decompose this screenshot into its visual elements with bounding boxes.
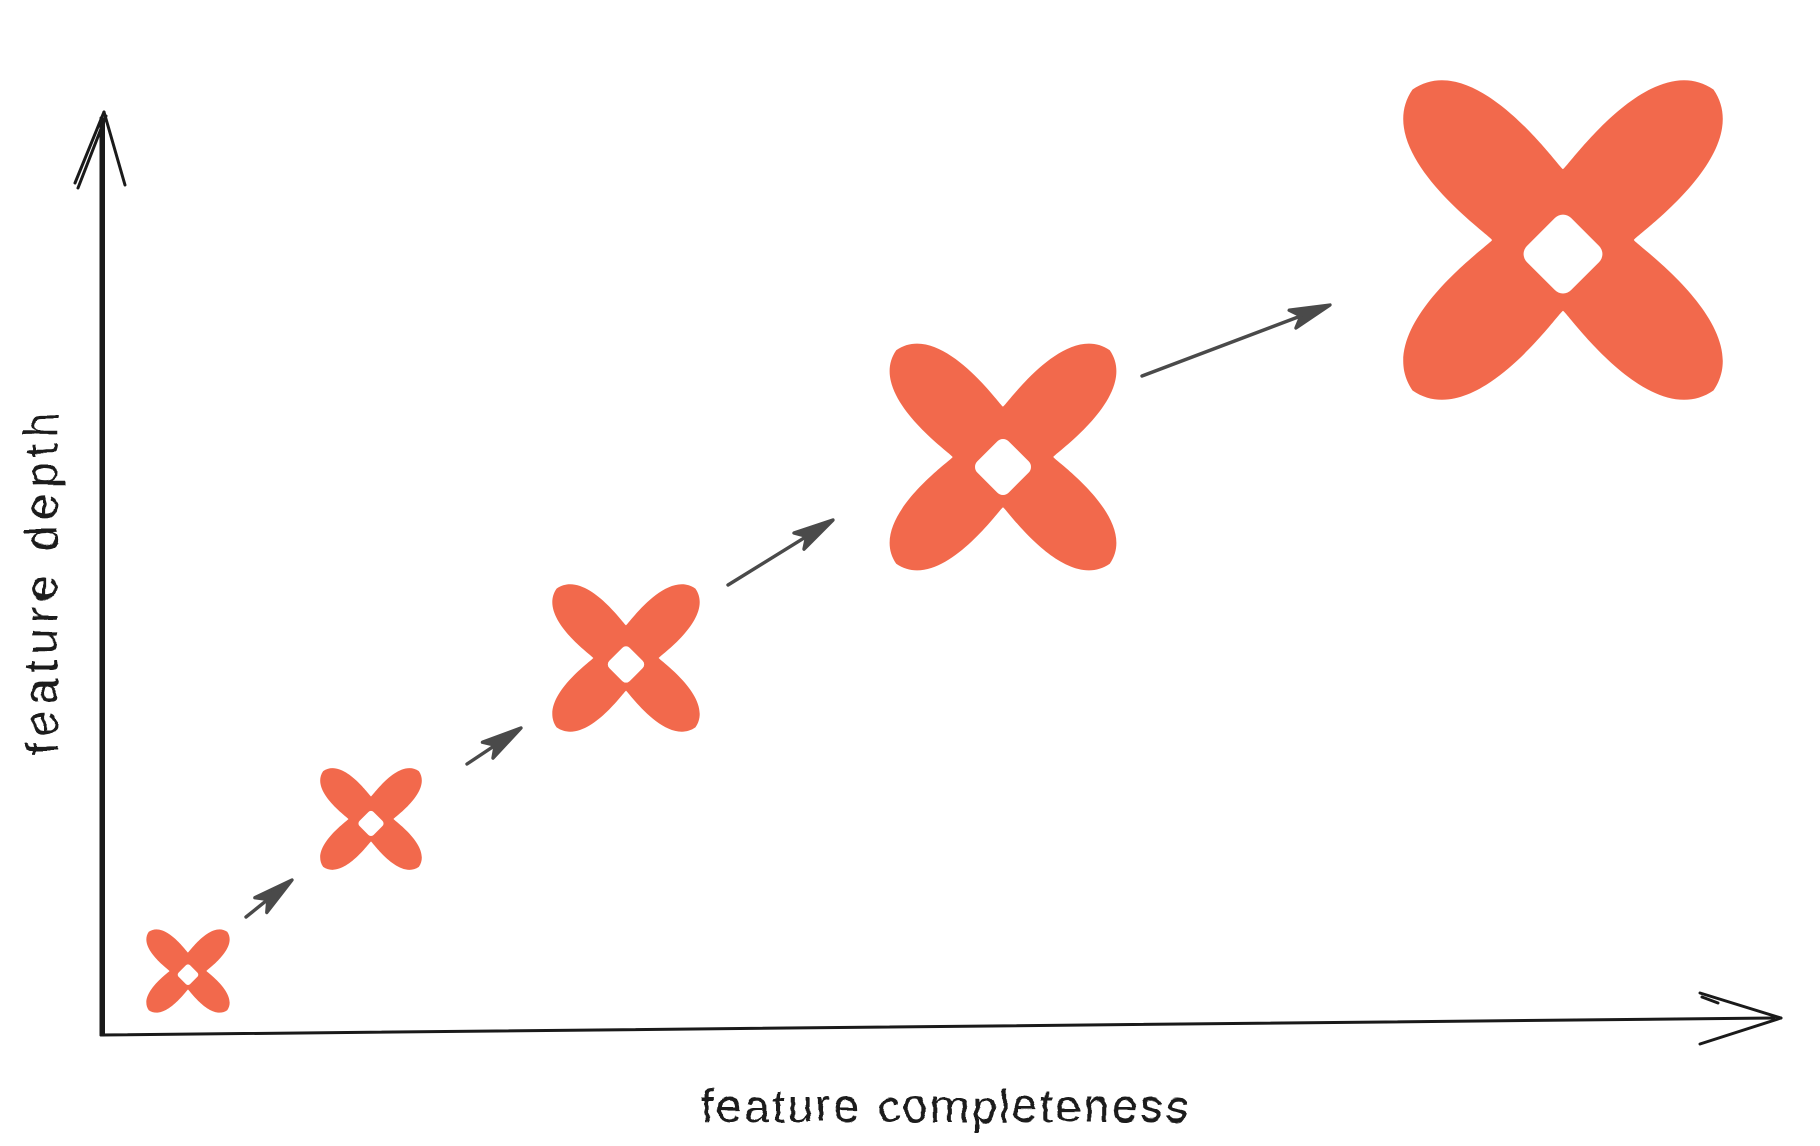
svg-text:feature completeness: feature completeness — [701, 1080, 1191, 1132]
svg-text:feature depth: feature depth — [15, 406, 67, 755]
